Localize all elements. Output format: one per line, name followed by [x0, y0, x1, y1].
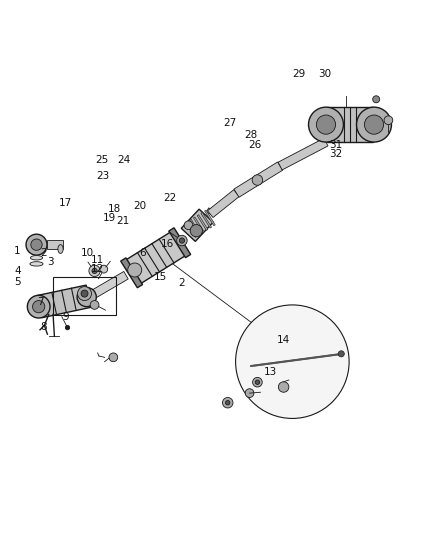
Text: 17: 17 — [59, 198, 72, 208]
Text: 28: 28 — [244, 130, 257, 140]
Text: 12: 12 — [91, 264, 104, 273]
Circle shape — [78, 287, 92, 301]
Text: 9: 9 — [62, 312, 69, 322]
Text: 32: 32 — [329, 149, 343, 159]
Circle shape — [190, 224, 202, 237]
Polygon shape — [278, 138, 328, 170]
Text: 22: 22 — [163, 192, 177, 203]
Text: 6: 6 — [139, 247, 146, 257]
Text: 15: 15 — [153, 272, 167, 282]
Polygon shape — [88, 271, 128, 300]
Polygon shape — [197, 215, 208, 230]
Circle shape — [226, 400, 230, 405]
Polygon shape — [327, 107, 373, 142]
Circle shape — [255, 380, 260, 384]
Text: 3: 3 — [48, 257, 54, 267]
Text: 5: 5 — [14, 277, 21, 287]
Circle shape — [316, 115, 336, 134]
Text: 24: 24 — [117, 155, 131, 165]
Text: 27: 27 — [223, 118, 237, 128]
Text: 31: 31 — [329, 140, 343, 150]
Circle shape — [338, 351, 344, 357]
Text: 30: 30 — [318, 69, 331, 78]
Circle shape — [65, 326, 70, 330]
Circle shape — [373, 96, 380, 103]
Text: 21: 21 — [117, 216, 130, 225]
Polygon shape — [201, 212, 212, 228]
Circle shape — [236, 305, 349, 418]
Polygon shape — [121, 258, 142, 288]
Circle shape — [253, 377, 262, 387]
Circle shape — [279, 382, 289, 392]
Text: 25: 25 — [95, 155, 109, 165]
Text: 20: 20 — [133, 201, 146, 211]
Circle shape — [26, 234, 47, 255]
Text: 29: 29 — [292, 69, 305, 78]
Circle shape — [89, 265, 100, 277]
Circle shape — [90, 301, 99, 309]
Text: 2: 2 — [40, 247, 47, 257]
Circle shape — [92, 268, 97, 273]
Circle shape — [245, 389, 254, 398]
Circle shape — [128, 263, 142, 277]
Text: 1: 1 — [14, 246, 21, 256]
Circle shape — [364, 115, 384, 134]
Ellipse shape — [58, 245, 63, 253]
Text: 16: 16 — [161, 239, 174, 249]
Circle shape — [223, 398, 233, 408]
Circle shape — [252, 175, 263, 185]
Text: 19: 19 — [102, 213, 116, 223]
Circle shape — [179, 238, 184, 243]
Polygon shape — [205, 210, 215, 226]
Polygon shape — [47, 240, 63, 249]
Circle shape — [31, 239, 42, 251]
Polygon shape — [124, 231, 187, 285]
Circle shape — [32, 301, 45, 313]
Circle shape — [109, 353, 118, 362]
Circle shape — [184, 221, 193, 230]
Text: 13: 13 — [264, 367, 277, 377]
Text: 8: 8 — [40, 322, 47, 332]
Text: 26: 26 — [248, 140, 261, 150]
Polygon shape — [190, 219, 201, 235]
Ellipse shape — [30, 262, 43, 266]
Polygon shape — [186, 222, 197, 237]
Polygon shape — [181, 209, 213, 241]
Text: 11: 11 — [91, 255, 104, 265]
Circle shape — [81, 290, 88, 297]
Circle shape — [77, 287, 96, 306]
Circle shape — [100, 265, 108, 273]
Polygon shape — [169, 228, 191, 257]
Polygon shape — [206, 208, 216, 216]
Circle shape — [27, 295, 50, 318]
Polygon shape — [194, 217, 204, 233]
Ellipse shape — [30, 256, 42, 260]
Text: 4: 4 — [14, 266, 21, 276]
Text: 18: 18 — [108, 204, 121, 214]
Circle shape — [384, 116, 393, 125]
Text: 2: 2 — [179, 278, 185, 288]
Circle shape — [308, 107, 343, 142]
Bar — [53, 277, 117, 314]
Polygon shape — [208, 190, 239, 217]
Text: 23: 23 — [97, 171, 110, 181]
Polygon shape — [234, 162, 283, 197]
Text: 7: 7 — [38, 297, 44, 308]
Text: 14: 14 — [277, 335, 290, 345]
Text: 10: 10 — [81, 248, 94, 259]
Circle shape — [357, 107, 392, 142]
Polygon shape — [37, 285, 91, 318]
Circle shape — [177, 235, 187, 246]
